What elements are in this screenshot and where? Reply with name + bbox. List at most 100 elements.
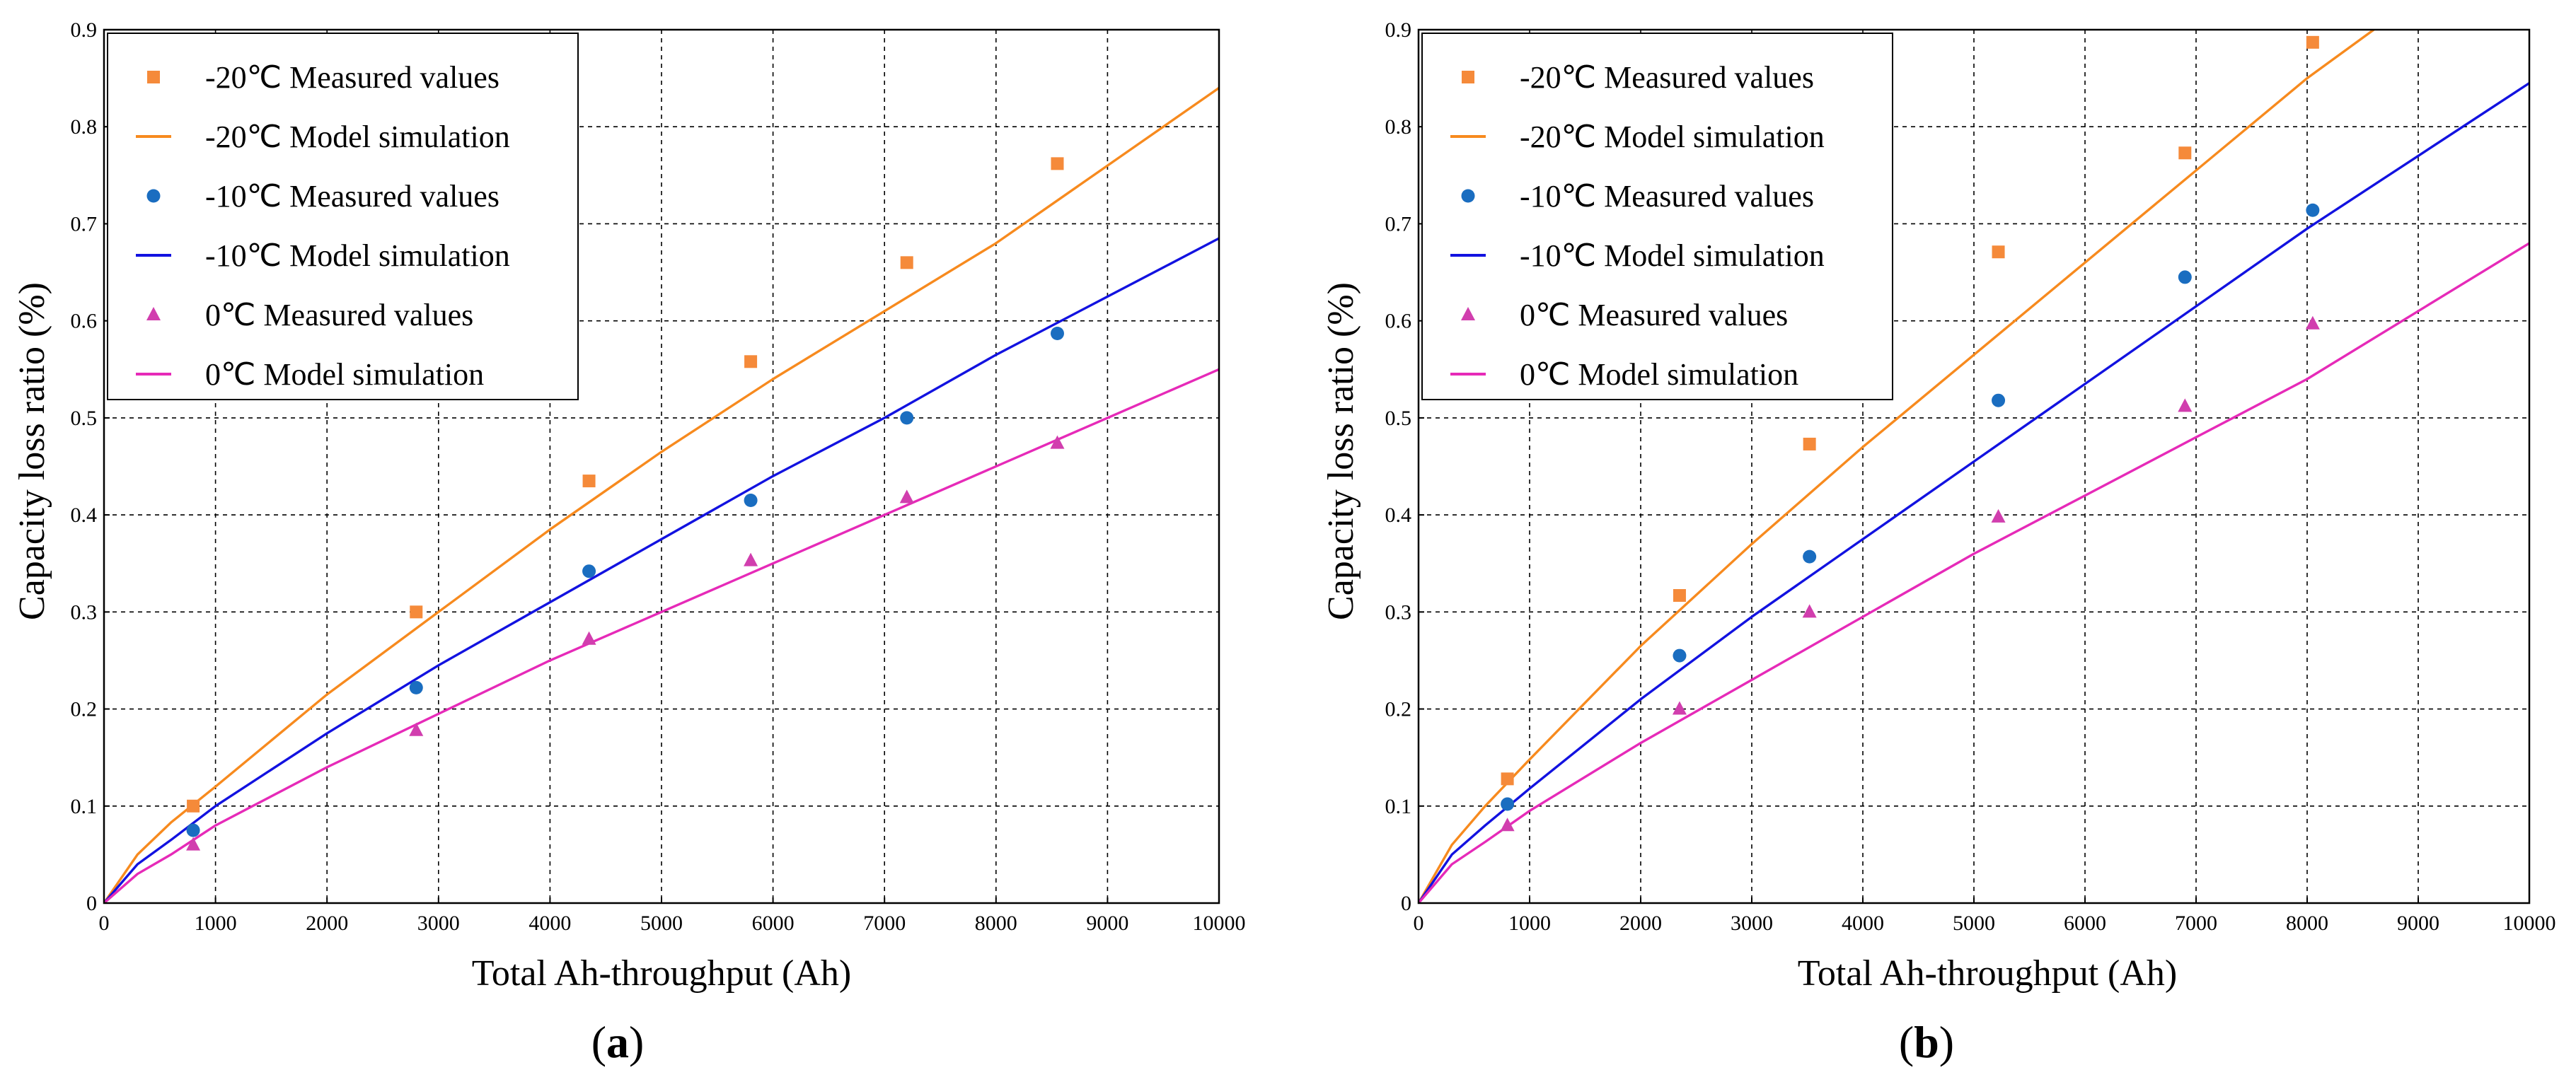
data-point-square	[1673, 589, 1686, 603]
chart-panel-a: 0 1000 2000 3000 4000 5000 6000 7000 8000 9000 100…	[12, 18, 1246, 1067]
y-tick-label: 0.1	[71, 795, 98, 818]
x-tick-label: 7000	[863, 912, 906, 935]
data-point-square	[187, 799, 200, 813]
legend-a: -20℃ Measured values -20℃ Model simulatio…	[107, 33, 579, 400]
x-tick-label: 6000	[752, 912, 795, 935]
legend-swatch-triangle	[1461, 307, 1475, 320]
legend-swatch-circle	[146, 189, 161, 203]
y-axis-label-b: Capacity loss ratio (%)	[1321, 282, 1361, 620]
x-tick-label: 0	[99, 912, 110, 935]
y-tick-label: 0.5	[1385, 407, 1412, 430]
data-point-square	[2306, 35, 2319, 49]
x-tick-label: 3000	[417, 912, 460, 935]
x-tick-label: 0	[1414, 912, 1424, 935]
legend-box-b	[1421, 33, 1893, 400]
y-tick-label: 0.4	[1385, 504, 1412, 527]
y-tick-label: 0.9	[1385, 18, 1412, 42]
series-line-3-b	[1419, 82, 2529, 903]
data-point-triangle	[744, 552, 758, 566]
y-tick-label: 0.6	[71, 310, 98, 333]
y-tick-label: 0	[1401, 892, 1411, 915]
y-tick-label: 0.6	[1385, 310, 1412, 333]
data-point-circle	[1501, 797, 1515, 811]
legend-entry-5: 0℃ Model simulation	[1520, 357, 1798, 392]
plot-area-a: 0 1000 2000 3000 4000 5000 6000 7000 8000 9000 100…	[71, 18, 1246, 935]
y-tick-label: 0.8	[1385, 115, 1412, 139]
data-point-circle	[1673, 648, 1687, 663]
plot-area-b: 0 1000 2000 3000 4000 5000 6000 7000 8000 9000 100…	[1385, 18, 2556, 935]
data-point-circle	[1803, 549, 1817, 564]
x-tick-label: 10000	[1193, 912, 1246, 935]
data-point-square	[582, 475, 596, 488]
y-tick-label: 0.7	[71, 212, 98, 235]
x-tick-label: 4000	[529, 912, 571, 935]
y-tick-label: 0.4	[71, 504, 98, 527]
data-point-square	[410, 605, 423, 619]
x-tick-label: 8000	[2286, 912, 2328, 935]
data-point-circle	[186, 823, 200, 837]
y-tick-label: 0.9	[71, 18, 98, 42]
x-tick-label: 5000	[640, 912, 683, 935]
panel-letter-a: a	[606, 1017, 629, 1067]
series-line-5-b	[1419, 242, 2529, 903]
data-point-circle	[900, 411, 914, 425]
data-point-triangle	[1672, 701, 1687, 715]
data-point-circle	[1050, 327, 1064, 341]
y-tick-label: 0.5	[71, 407, 98, 430]
plot-frame-a	[103, 28, 1220, 904]
y-tick-label: 0.8	[71, 115, 98, 139]
y-tick-label: 0	[86, 892, 97, 915]
x-tick-label: 2000	[306, 912, 348, 935]
y-tick-label: 0.3	[1385, 600, 1412, 624]
legend-entry-3: -10℃ Model simulation	[1520, 238, 1825, 273]
data-point-triangle	[186, 837, 201, 851]
x-tick-label: 10000	[2503, 912, 2556, 935]
series-line-1-a	[104, 86, 1219, 903]
legend-entry-1: -20℃ Model simulation	[205, 120, 510, 154]
x-tick-label: 1000	[1508, 912, 1551, 935]
data-point-circle	[409, 680, 423, 694]
y-tick-label: 0.3	[71, 600, 98, 624]
data-point-square	[744, 355, 758, 368]
x-tick-label: 9000	[1086, 912, 1128, 935]
data-point-circle	[2306, 203, 2320, 217]
chart-panel-b: 0 1000 2000 3000 4000 5000 6000 7000 8000 9000 100…	[1321, 18, 2556, 1067]
data-point-circle	[1992, 393, 2006, 407]
x-axis-label-a: Total Ah-throughput (Ah)	[472, 953, 852, 994]
series-line-3-a	[104, 237, 1219, 903]
data-point-circle	[582, 564, 596, 578]
legend-swatch-square	[1462, 71, 1474, 83]
legend-entry-0: -20℃ Measured values	[205, 60, 499, 95]
data-point-triangle	[582, 631, 596, 645]
series-line-1-b	[1419, 30, 2375, 903]
y-axis-label-a: Capacity loss ratio (%)	[12, 282, 52, 620]
x-tick-label: 6000	[2064, 912, 2106, 935]
legend-entry-2: -10℃ Measured values	[205, 179, 499, 214]
legend-entry-0: -20℃ Measured values	[1520, 60, 1814, 95]
legend-entry-4: 0℃ Measured values	[1520, 298, 1788, 332]
legend-entry-5: 0℃ Model simulation	[205, 357, 484, 392]
x-tick-label: 3000	[1731, 912, 1773, 935]
data-point-triangle	[2305, 315, 2320, 330]
data-point-triangle	[2178, 398, 2193, 412]
data-point-square	[900, 256, 913, 269]
y-tick-label: 0.2	[71, 698, 98, 721]
data-point-triangle	[1050, 435, 1065, 449]
legend-entry-1: -20℃ Model simulation	[1520, 120, 1825, 154]
x-tick-label: 7000	[2175, 912, 2217, 935]
x-tick-label: 1000	[195, 912, 237, 935]
plot-frame-b	[1417, 28, 2531, 904]
y-tick-label: 0.1	[1385, 795, 1412, 818]
panel-label-a: (a)	[591, 1017, 645, 1067]
y-tick-label: 0.2	[1385, 698, 1412, 721]
legend-entry-3: -10℃ Model simulation	[205, 238, 510, 273]
y-tick-label: 0.7	[1385, 212, 1412, 235]
series-line-5-a	[104, 368, 1219, 903]
data-point-triangle	[899, 489, 914, 504]
panel-label-b: (b)	[1899, 1017, 1954, 1067]
x-tick-label: 8000	[975, 912, 1017, 935]
legend-swatch-square	[147, 71, 160, 83]
data-point-square	[2178, 146, 2192, 160]
x-tick-label: 5000	[1953, 912, 1995, 935]
